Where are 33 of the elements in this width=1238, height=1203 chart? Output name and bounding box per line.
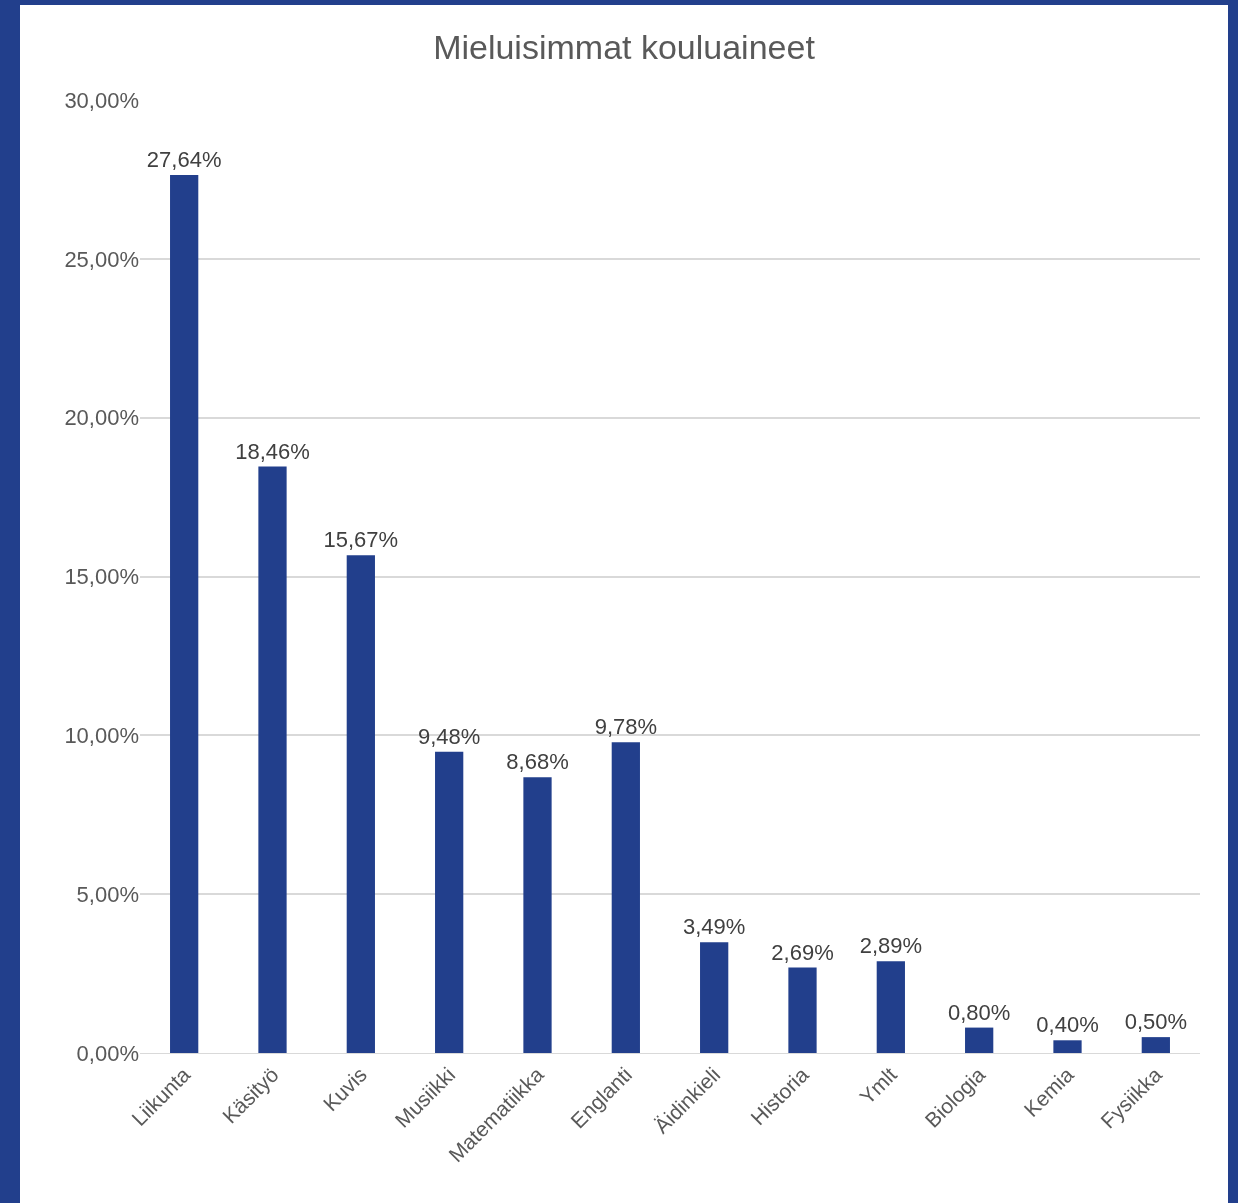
bar [523,777,552,1053]
y-tick-label: 15,00% [64,564,139,590]
bar [611,742,640,1053]
y-tick-label: 20,00% [64,405,139,431]
bar [435,751,464,1053]
data-label: 18,46% [235,438,310,464]
bar [258,466,287,1053]
bar [965,1027,994,1053]
bar [788,967,817,1053]
data-label: 2,89% [859,933,923,959]
x-tick-label: Ymlt [855,1062,902,1109]
bar [346,555,375,1053]
bar [876,961,905,1053]
y-tick-label: 30,00% [64,87,139,113]
bar [700,942,729,1053]
bar [1053,1040,1082,1053]
data-label: 27,64% [146,146,222,172]
data-label: 0,50% [1124,1009,1188,1035]
y-tick-label: 25,00% [64,246,139,272]
bar [1141,1037,1170,1053]
data-label: 2,69% [771,939,834,965]
data-label: 8,68% [506,749,569,775]
data-label: 0,40% [1036,1012,1099,1038]
chart-title: Mieluisimmat kouluaineet [433,27,816,66]
y-tick-label: 0,00% [76,1040,139,1066]
bar [170,174,199,1053]
data-label: 9,78% [594,714,658,740]
data-label: 0,80% [947,999,1011,1025]
data-label: 3,49% [682,914,746,940]
data-label: 9,48% [417,723,481,749]
y-tick-label: 5,00% [76,881,139,907]
y-tick-label: 10,00% [64,723,139,749]
data-label: 15,67% [323,527,399,553]
